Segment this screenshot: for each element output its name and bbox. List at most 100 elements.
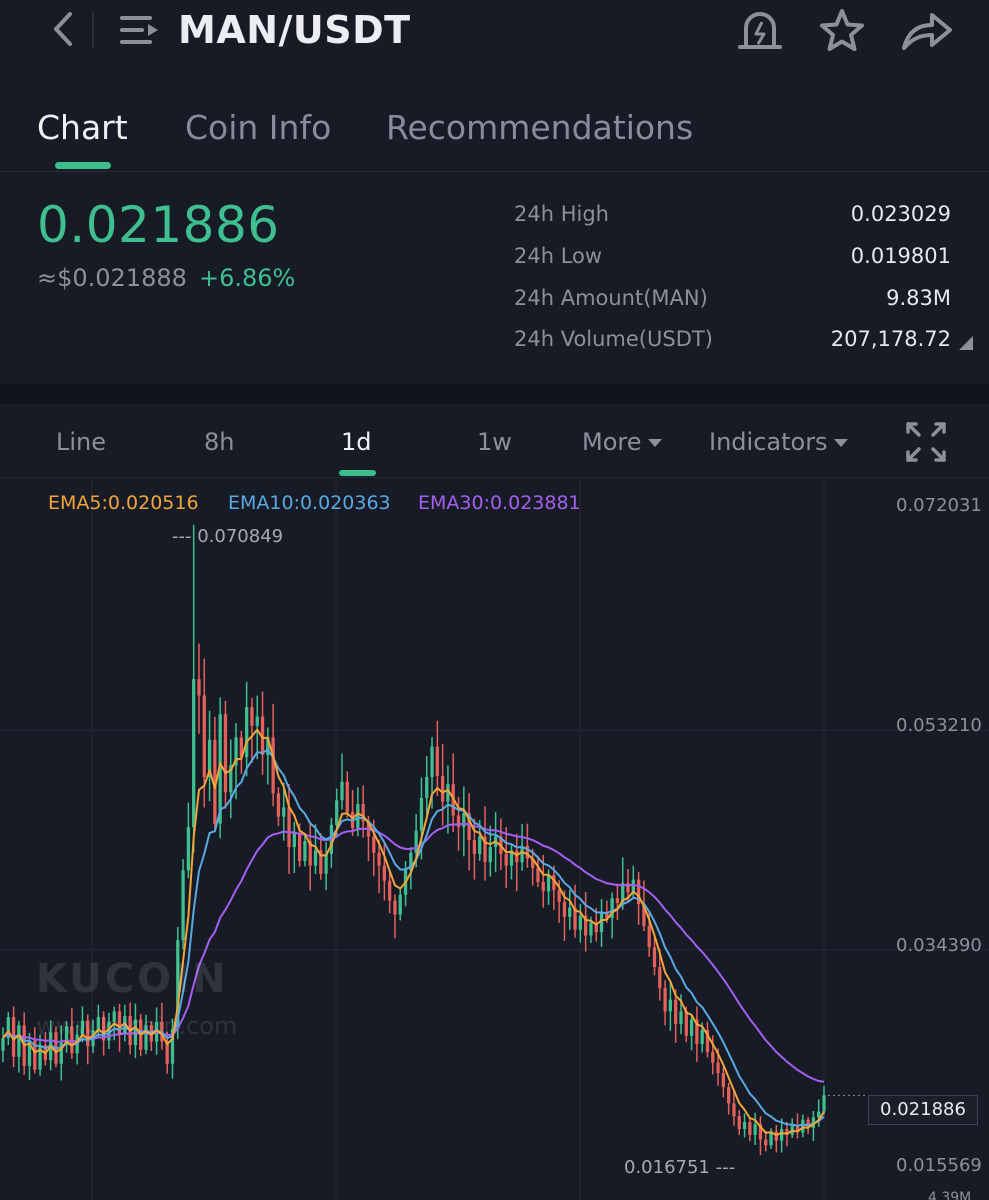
- price-usd: ≈$0.021888: [37, 264, 187, 292]
- candle-body: [456, 815, 461, 828]
- candle-body: [504, 853, 508, 866]
- last-price: 0.021886: [37, 196, 280, 254]
- candle-body: [647, 926, 651, 948]
- corner-triangle-icon: [959, 336, 973, 350]
- candle-body: [663, 988, 667, 1012]
- candle-body: [192, 679, 196, 828]
- candle-body: [779, 1129, 784, 1141]
- candle-body: [430, 746, 434, 778]
- candle-body: [684, 1011, 688, 1036]
- stat-24h-low-label: 24h Low: [514, 244, 603, 268]
- candle-body: [38, 1045, 42, 1070]
- candle-body: [594, 922, 598, 933]
- candle-body: [541, 881, 545, 892]
- candle-body: [478, 836, 482, 854]
- active-timeframe-indicator: [339, 470, 376, 476]
- section-separator: [0, 384, 989, 404]
- y-axis-tick: 0.015569: [896, 1155, 982, 1176]
- fullscreen-icon[interactable]: [904, 420, 948, 464]
- candle-body: [652, 947, 657, 968]
- candle-body: [636, 879, 641, 905]
- candle-body: [753, 1124, 757, 1135]
- pair-title[interactable]: MAN/USDT: [178, 8, 411, 52]
- min-price-label: 0.016751: [624, 1157, 710, 1178]
- candle-body: [372, 836, 376, 853]
- more-dropdown[interactable]: More: [582, 428, 662, 456]
- ema30-value: EMA30:0.023881: [418, 492, 581, 514]
- candle-body: [689, 1019, 694, 1036]
- candle-body: [732, 1103, 736, 1117]
- candle-body: [197, 679, 201, 696]
- candle-body: [546, 874, 551, 892]
- price-chart[interactable]: [0, 478, 989, 1200]
- candle-body: [144, 1025, 148, 1050]
- candle-body: [552, 874, 556, 891]
- candle-body: [674, 999, 678, 1025]
- timeframe-1d[interactable]: 1d: [341, 428, 372, 456]
- candle-body: [605, 912, 609, 919]
- candle-body: [393, 900, 397, 915]
- candle-body: [536, 867, 540, 882]
- candle-body: [223, 714, 228, 793]
- menu-icon[interactable]: [114, 8, 162, 52]
- candle-body: [176, 940, 180, 1029]
- candle-body: [748, 1122, 752, 1135]
- candle-body: [414, 830, 418, 853]
- candle-body: [282, 807, 286, 817]
- candle-body: [239, 737, 243, 758]
- candle-body: [388, 880, 392, 901]
- candle-body: [319, 850, 323, 874]
- candle-body: [382, 865, 387, 881]
- candle-body: [568, 907, 572, 917]
- candle-body: [435, 746, 439, 776]
- candle-body: [446, 784, 450, 802]
- timeframe-8h[interactable]: 8h: [204, 428, 235, 456]
- candle-body: [17, 1025, 21, 1057]
- back-icon[interactable]: [44, 6, 84, 52]
- candle-body: [462, 813, 466, 828]
- stat-24h-high-value: 0.023029: [850, 202, 951, 226]
- candle-body: [287, 807, 291, 847]
- candle-body: [234, 737, 238, 766]
- candle-body: [308, 841, 312, 866]
- chevron-down-icon: [833, 439, 848, 447]
- candle-body: [801, 1119, 805, 1133]
- candle-body: [742, 1122, 747, 1130]
- share-icon[interactable]: [898, 6, 954, 54]
- candle-body: [562, 901, 567, 917]
- more-label: More: [582, 428, 642, 456]
- timeframe-line[interactable]: Line: [56, 428, 107, 456]
- tab-chart[interactable]: Chart: [37, 108, 128, 147]
- candle-body: [165, 1041, 169, 1064]
- candle-body: [123, 1015, 127, 1035]
- active-tab-indicator: [55, 162, 111, 169]
- candle-body: [101, 1017, 106, 1041]
- ema5-value: EMA5:0.020516: [48, 492, 199, 514]
- max-price-label: 0.070849: [197, 526, 284, 547]
- candle-body: [313, 850, 318, 866]
- ema5-line: [2, 728, 825, 1137]
- watermark-brand: KUCOIN: [36, 956, 229, 1002]
- price-alert-icon[interactable]: [734, 6, 786, 54]
- candle-body: [202, 695, 206, 778]
- candle-body: [86, 1020, 90, 1047]
- y-axis-tick: 0.053210: [896, 715, 982, 736]
- candle-body: [107, 1021, 111, 1041]
- candle-body: [27, 1040, 32, 1067]
- tab-recommendations[interactable]: Recommendations: [386, 108, 694, 147]
- candle-body: [557, 890, 561, 902]
- indicators-label: Indicators: [709, 428, 828, 456]
- timeframe-1w[interactable]: 1w: [477, 428, 512, 456]
- candle-body: [335, 800, 339, 825]
- candle-body: [679, 1011, 683, 1025]
- candle-body: [509, 850, 514, 866]
- stat-24h-low-value: 0.019801: [850, 244, 951, 268]
- candle-body: [181, 870, 185, 941]
- tab-coin-info[interactable]: Coin Info: [185, 108, 332, 147]
- indicators-dropdown[interactable]: Indicators: [709, 428, 848, 456]
- candlestick-chart[interactable]: [0, 478, 989, 1200]
- candle-body: [33, 1040, 37, 1070]
- candle-body: [297, 833, 302, 861]
- star-icon[interactable]: [816, 6, 868, 54]
- candle-body: [573, 907, 577, 930]
